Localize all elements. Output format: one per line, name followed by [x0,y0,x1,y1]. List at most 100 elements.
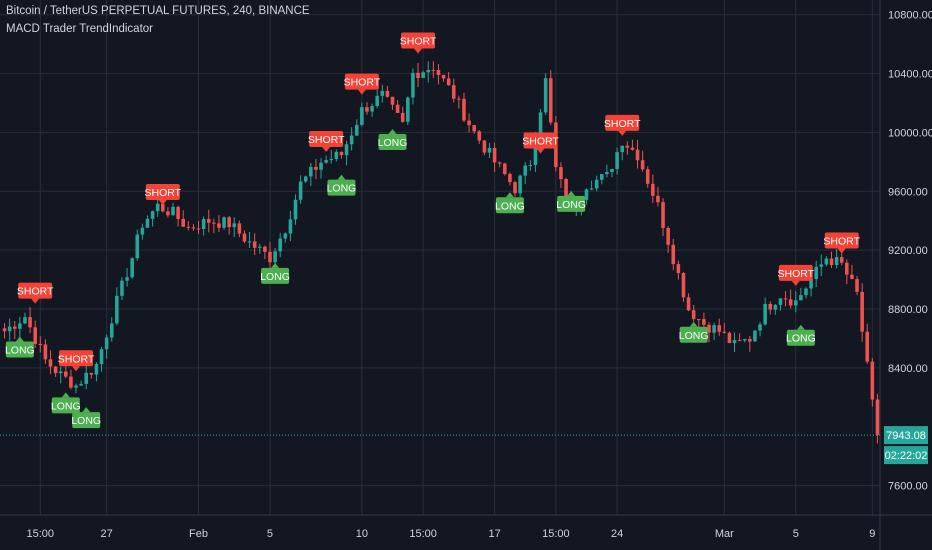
candle-body [411,72,415,98]
candle-body [548,78,553,123]
price-axis-label: 10400.00 [888,69,932,81]
long-signal-pointer [689,321,698,327]
candle-body [84,372,89,384]
symbol-title: Bitcoin / TetherUS PERPETUAL FUTURES, 24… [6,5,310,17]
candle-body [298,181,303,200]
long-signal-label: LONG [679,330,709,342]
price-axis-label: 8800.00 [888,304,928,316]
candle-body [247,241,252,243]
candle-body [28,317,32,328]
short-signal-box [824,232,859,249]
candle-body [227,217,231,228]
candle-body [212,222,216,224]
candle-body [416,72,420,79]
candle-body [370,106,374,112]
candle-body [293,199,298,220]
candle-body [589,188,594,190]
candle-body [109,323,114,338]
candle-body [115,295,119,324]
candle-body [824,258,829,265]
short-signal-label: SHORT [344,77,381,89]
candle-body [365,107,369,112]
candle-body [191,227,196,229]
candle-body [283,233,288,239]
candle-body [819,264,824,267]
candle-body [696,319,701,321]
short-signal-pointer [72,366,81,372]
candle-body [640,160,645,170]
short-signal-label: SHORT [604,118,641,130]
short-signal-label: SHORT [58,353,95,365]
time-axis-label: Mar [715,528,734,540]
candle-body [120,280,124,296]
time-axis-label: 5 [267,528,273,540]
long-signal-label: LONG [71,415,101,427]
candle-body [150,211,155,219]
candle-body [288,219,293,234]
long-signal-pointer [271,262,280,268]
long-signal-label: LONG [5,344,35,356]
candle-body [145,218,150,228]
short-signal-pointer [791,280,800,286]
short-signal-label: SHORT [308,134,345,146]
candle-body [513,182,517,194]
candle-body [727,332,732,344]
candle-body [135,234,140,259]
long-signal-label: LONG [51,400,81,412]
short-signal-label: SHORT [145,187,182,199]
candle-body [12,326,17,329]
candle-body [89,372,94,375]
candle-body [497,162,502,164]
candle-body [349,135,354,145]
candle-body [242,233,247,242]
candle-body [809,279,813,289]
long-signal-pointer [796,324,805,330]
candle-body [492,148,497,163]
candle-body [400,112,405,122]
candle-body [380,90,385,96]
candle-body [94,364,99,375]
last-price-value: 7943.08 [886,430,926,442]
candle-body [630,147,635,150]
candle-body [273,251,277,263]
short-signal-box [145,184,180,200]
long-signal-pointer [337,174,346,180]
candle-body [303,176,308,182]
long-signal-label: LONG [327,183,357,195]
candle-body [508,173,512,183]
candle-body [79,383,83,386]
candle-body [860,291,864,332]
candle-body [477,131,482,141]
price-axis-label: 10000.00 [888,127,932,139]
long-signal-box [679,326,708,343]
candle-body [171,206,175,216]
candle-body [334,151,339,159]
long-signal-pointer [15,336,24,342]
candle-body [666,227,670,245]
short-signal-label: SHORT [400,35,437,47]
candle-body [252,241,257,248]
candle-body [559,167,563,180]
candle-body [615,152,619,170]
candle-body [845,262,849,275]
candle-body [278,238,282,252]
candle-body [222,217,226,228]
short-signal-label: SHORT [823,236,860,248]
candle-body [538,112,543,142]
long-signal-label: LONG [378,137,408,149]
candle-body [232,223,237,228]
candle-body [814,266,818,280]
price-axis-label: 10800.00 [888,10,932,22]
candle-body [69,376,73,388]
time-axis-label: 15:00 [542,528,570,540]
candle-body [763,303,767,325]
short-signal-box [778,264,813,281]
candle-body [870,361,875,400]
candle-body [375,95,379,107]
time-axis-label: 27 [101,528,113,540]
long-signal-box [786,329,815,346]
candle-body [237,223,242,234]
candle-body [426,69,431,73]
